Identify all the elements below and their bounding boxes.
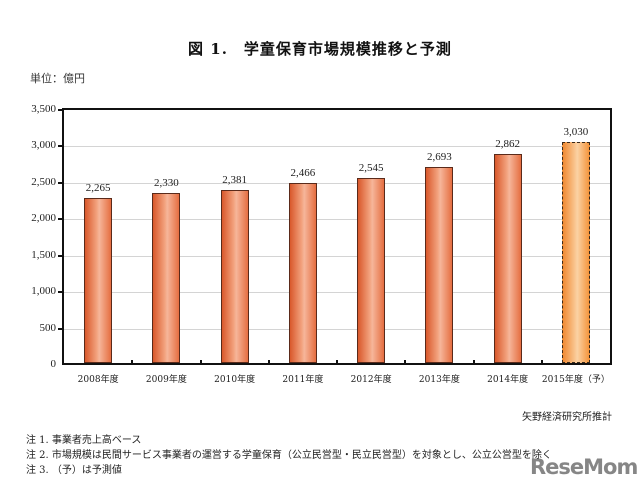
y-tick-label: 2,500 xyxy=(31,175,56,188)
footnote-3: 注 3. （予）は予測値 xyxy=(26,465,122,476)
bar xyxy=(493,154,522,363)
x-tick xyxy=(472,360,475,365)
source-credit: 矢野経済研究所推計 xyxy=(522,412,612,423)
x-tick-label: 2010年度 xyxy=(214,375,256,385)
x-tick xyxy=(404,360,407,365)
x-tick xyxy=(267,360,270,365)
y-tick xyxy=(58,291,64,294)
value-label: 2,381 xyxy=(222,173,247,186)
value-label: 3,030 xyxy=(563,126,589,139)
watermark-logo: ReseMom xyxy=(530,455,638,479)
y-tick xyxy=(58,254,64,257)
gridline xyxy=(64,255,610,257)
y-tick-label: 500 xyxy=(39,321,57,334)
y-tick-label: 3,500 xyxy=(31,103,56,115)
y-tick-label: 0 xyxy=(50,358,57,370)
chart-title: 図 1. 学童保育市場規模推移と予測 xyxy=(188,40,452,58)
value-label: 2,862 xyxy=(495,138,520,151)
y-tick-label: 3,000 xyxy=(31,139,56,152)
forecast-bar xyxy=(561,142,590,363)
y-tick xyxy=(58,145,64,148)
plot-area: 2,265 2,330 2,381 2,466 2,545 2,693 2,862 3,030 xyxy=(58,108,612,365)
x-tick xyxy=(131,360,134,365)
bar xyxy=(84,197,113,363)
value-label: 2,265 xyxy=(85,181,111,194)
bar xyxy=(220,189,249,363)
x-tick-label: 2012年度 xyxy=(350,375,392,385)
y-tick-label: 2,000 xyxy=(31,212,56,225)
gridline xyxy=(64,146,610,148)
y-tick-label: 1,500 xyxy=(31,248,56,261)
footnote-1: 注 1. 事業者売上高ベース xyxy=(26,435,142,446)
gridline xyxy=(64,292,610,294)
y-tick xyxy=(58,218,64,221)
bar xyxy=(425,166,454,363)
y-tick-label: 1,000 xyxy=(31,285,56,298)
bar xyxy=(152,193,181,363)
gridline xyxy=(64,182,610,184)
x-tick-label: 2011年度 xyxy=(282,375,324,385)
x-tick xyxy=(540,360,543,365)
x-tick xyxy=(199,360,202,365)
value-label: 2,693 xyxy=(427,150,452,163)
value-label: 2,466 xyxy=(290,167,316,180)
x-tick xyxy=(336,360,338,365)
gridline xyxy=(64,328,610,330)
value-label: 2,330 xyxy=(154,177,179,190)
x-tick-label: 2008年度 xyxy=(77,375,119,385)
x-tick-label: 2009年度 xyxy=(145,375,187,385)
x-tick-label: 2015年度（予） xyxy=(541,375,610,385)
value-label: 2,545 xyxy=(358,161,384,174)
gridline xyxy=(64,219,610,221)
x-tick-label: 2013年度 xyxy=(418,375,460,385)
x-tick-label: 2014年度 xyxy=(487,375,529,385)
footnotes: 注 1. 事業者売上高ベース 注 2. 市場規模は民間サービス事業者の運営する学… xyxy=(26,433,552,478)
unit-label: 単位：億円 xyxy=(30,72,85,85)
y-tick xyxy=(58,327,64,330)
y-tick xyxy=(58,181,64,184)
bar xyxy=(357,177,386,363)
bar xyxy=(288,183,317,363)
y-tick xyxy=(58,109,64,111)
footnote-2: 注 2. 市場規模は民間サービス事業者の運営する学童保育（公立民営型・民立民営型… xyxy=(26,450,552,461)
